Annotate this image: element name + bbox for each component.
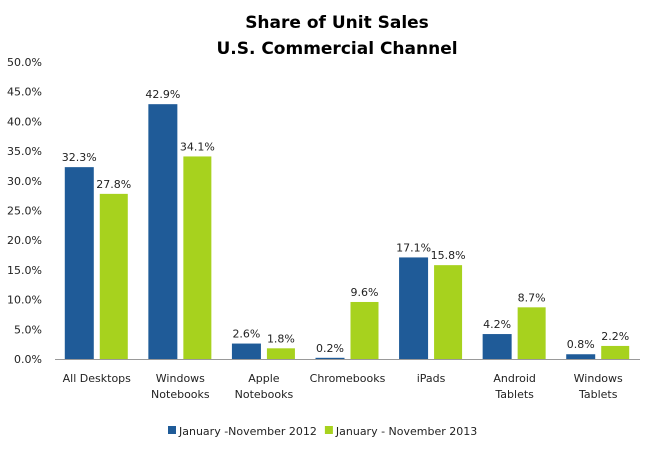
data-label: 2.6%	[232, 328, 260, 341]
bar-2012	[315, 357, 345, 359]
bar-2013	[99, 193, 128, 359]
y-tick-label: 50.0%	[7, 56, 42, 69]
x-category-label: iPads	[417, 372, 446, 385]
data-label: 15.8%	[431, 249, 466, 262]
y-tick-label: 10.0%	[7, 294, 42, 307]
chart-title-line-1: Share of Unit Sales	[245, 13, 429, 33]
x-category-label: All Desktops	[63, 372, 131, 385]
x-category-label: Tablets	[494, 388, 534, 401]
bar-2012	[231, 343, 261, 359]
data-label: 1.8%	[267, 332, 295, 345]
y-tick-label: 25.0%	[7, 205, 42, 218]
x-category-label: Tablets	[578, 388, 618, 401]
bar-2012	[482, 334, 512, 359]
y-tick-label: 35.0%	[7, 145, 42, 158]
legend-label: January - November 2013	[335, 425, 477, 438]
data-label: 8.7%	[518, 291, 546, 304]
data-label: 17.1%	[396, 241, 431, 254]
bars: 32.3% 27.8% 42.9% 34.1% 2.6% 1.8% 0.2% 9.6% 17.1…	[62, 88, 630, 359]
bar-2013	[266, 348, 295, 359]
data-label: 34.1%	[180, 140, 215, 153]
y-tick-label: 40.0%	[7, 115, 42, 128]
y-tick-label: 30.0%	[7, 175, 42, 188]
data-label: 32.3%	[62, 151, 97, 164]
x-category-label: Notebooks	[235, 388, 294, 401]
y-tick-label: 0.0%	[14, 353, 42, 366]
data-label: 4.2%	[483, 318, 511, 331]
legend-swatch	[324, 426, 333, 434]
bar-2012	[566, 354, 596, 359]
data-label: 27.8%	[96, 178, 131, 191]
chart-title-line-2: U.S. Commercial Channel	[216, 39, 457, 59]
x-category-label: Chromebooks	[310, 372, 386, 385]
y-tick-label: 20.0%	[7, 234, 42, 247]
bar-2012	[399, 257, 429, 359]
bar-2013	[183, 156, 212, 359]
data-label: 42.9%	[145, 88, 180, 101]
y-tick-label: 45.0%	[7, 86, 42, 99]
legend-swatch	[168, 426, 176, 434]
bar-2013	[517, 307, 546, 359]
legend: January -November 2012 January - November…	[168, 425, 477, 438]
x-category-label: Notebooks	[151, 388, 210, 401]
data-label: 0.8%	[567, 338, 595, 351]
bar-2013	[350, 301, 379, 359]
bar-2012	[148, 104, 178, 359]
legend-label: January -November 2012	[178, 425, 317, 438]
y-axis: 0.0% 5.0% 10.0% 15.0% 20.0% 25.0% 30.0% 35.0% 40…	[7, 56, 42, 366]
x-category-label: Windows	[156, 372, 205, 385]
data-label: 0.2%	[316, 342, 344, 355]
x-category-label: Windows	[574, 372, 623, 385]
bar-2013	[434, 265, 463, 359]
y-tick-label: 15.0%	[7, 264, 42, 277]
x-category-label: Android	[493, 372, 536, 385]
x-category-label: Apple	[248, 372, 280, 385]
data-label: 9.6%	[351, 286, 379, 299]
y-tick-label: 5.0%	[14, 323, 42, 336]
bar-2013	[601, 345, 630, 359]
bar-2012	[64, 167, 94, 359]
x-axis: All Desktops Windows Notebooks Apple Noteboo…	[55, 359, 640, 401]
data-label: 2.2%	[601, 330, 629, 343]
